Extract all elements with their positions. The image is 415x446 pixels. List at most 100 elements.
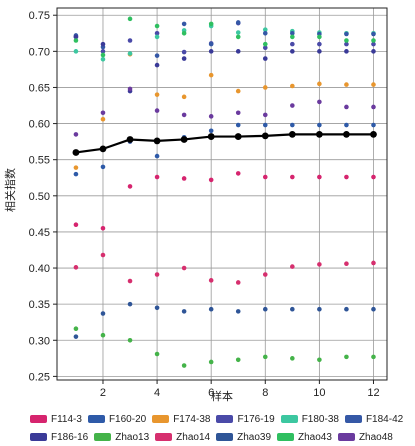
legend-item: F180-38 [280, 410, 339, 428]
data-point [290, 356, 295, 361]
data-point [371, 104, 376, 110]
data-point [262, 56, 268, 61]
data-point [100, 332, 106, 338]
marks-layer [72, 16, 377, 368]
data-point [290, 174, 295, 180]
legend-item: Zhao13 [94, 428, 149, 446]
legend-label: F160-20 [108, 413, 147, 425]
data-point [371, 41, 376, 47]
data-point [100, 110, 106, 116]
data-point [317, 41, 322, 47]
mean-point [234, 133, 242, 140]
data-point [317, 81, 322, 87]
data-point [235, 49, 241, 54]
data-point [262, 45, 268, 51]
data-point [154, 351, 160, 357]
legend-swatch [87, 415, 105, 423]
y-tick-label: 0.30 [29, 335, 50, 347]
x-tick-label: 4 [154, 387, 160, 399]
data-point [290, 103, 295, 108]
legend-item: F184-42 [344, 410, 404, 428]
data-point [235, 30, 241, 35]
data-point [262, 41, 268, 47]
data-point [154, 53, 160, 58]
legend-swatch [344, 415, 362, 423]
legend-label: F114-3 [51, 413, 82, 425]
legend-item: F174-38 [152, 410, 210, 428]
x-axis-title: 样本 [211, 389, 233, 403]
y-tick-label: 0.65 [29, 82, 50, 94]
data-point [208, 21, 214, 27]
data-point [371, 260, 376, 266]
mean-point [315, 131, 323, 138]
legend-swatch [30, 433, 47, 441]
legend-swatch [152, 415, 170, 423]
data-point [344, 261, 349, 267]
y-tick-label: 0.50 [29, 191, 50, 203]
mean-point [261, 132, 269, 140]
legend-item: Zhao39 [216, 428, 271, 446]
y-axis-title: 相关指数 [3, 168, 17, 212]
data-point [73, 34, 79, 40]
data-point [127, 16, 133, 22]
data-point [262, 122, 268, 128]
legend-swatch [277, 433, 295, 441]
data-point [73, 334, 79, 339]
data-point [344, 306, 349, 312]
data-point [208, 359, 214, 365]
mean-point [370, 131, 377, 138]
grid-layer [57, 8, 387, 380]
legend-item: Zhao43 [277, 428, 332, 446]
data-point [208, 114, 214, 119]
data-point [344, 174, 349, 180]
plot-frame [56, 7, 388, 381]
data-point [73, 222, 79, 227]
y-tick-label: 0.70 [29, 46, 50, 58]
data-point [317, 34, 322, 40]
data-point [262, 174, 268, 180]
data-point [290, 34, 295, 40]
data-point [371, 174, 376, 180]
mean-point [288, 131, 296, 138]
legend-label: Zhao13 [115, 431, 150, 443]
ticks-layer: 2 4 6 8 10 12 0.25 0.30 0.35 0.40 0.45 0.50 0.55 0.60… [29, 10, 380, 399]
data-point [154, 23, 160, 29]
data-point [73, 171, 79, 177]
data-point [154, 272, 160, 277]
data-point [290, 122, 295, 128]
data-point [344, 82, 349, 87]
data-point [181, 112, 187, 118]
data-point [262, 354, 268, 360]
data-point [290, 264, 295, 269]
data-point [100, 252, 106, 258]
data-point [290, 30, 295, 36]
data-point [235, 88, 241, 94]
data-point [235, 122, 241, 128]
data-point [290, 306, 295, 312]
data-point [127, 38, 133, 43]
data-point [100, 116, 106, 122]
data-point [154, 174, 160, 180]
data-point [371, 306, 376, 312]
data-point [208, 278, 214, 283]
data-point [208, 177, 214, 183]
data-point [290, 41, 295, 47]
data-point [344, 31, 349, 37]
x-tick-label: 8 [262, 387, 268, 399]
data-point [317, 262, 322, 267]
legend-row: F186-16 Zhao13 Zhao14 Zhao39 Zhao43 Zhao48 [30, 428, 415, 446]
legend-item: F160-20 [87, 410, 147, 428]
data-point [181, 56, 187, 61]
legend-item: Zhao48 [337, 428, 393, 446]
data-point [235, 357, 241, 363]
legend-swatch [337, 433, 355, 441]
data-point [100, 52, 106, 58]
data-point [235, 20, 241, 25]
legend-swatch [155, 433, 173, 441]
data-point [290, 83, 295, 89]
legend-label: F184-42 [365, 413, 404, 425]
legend-item: F114-3 [30, 410, 82, 428]
data-point [181, 94, 187, 100]
data-point [73, 265, 79, 270]
data-point [344, 49, 349, 54]
